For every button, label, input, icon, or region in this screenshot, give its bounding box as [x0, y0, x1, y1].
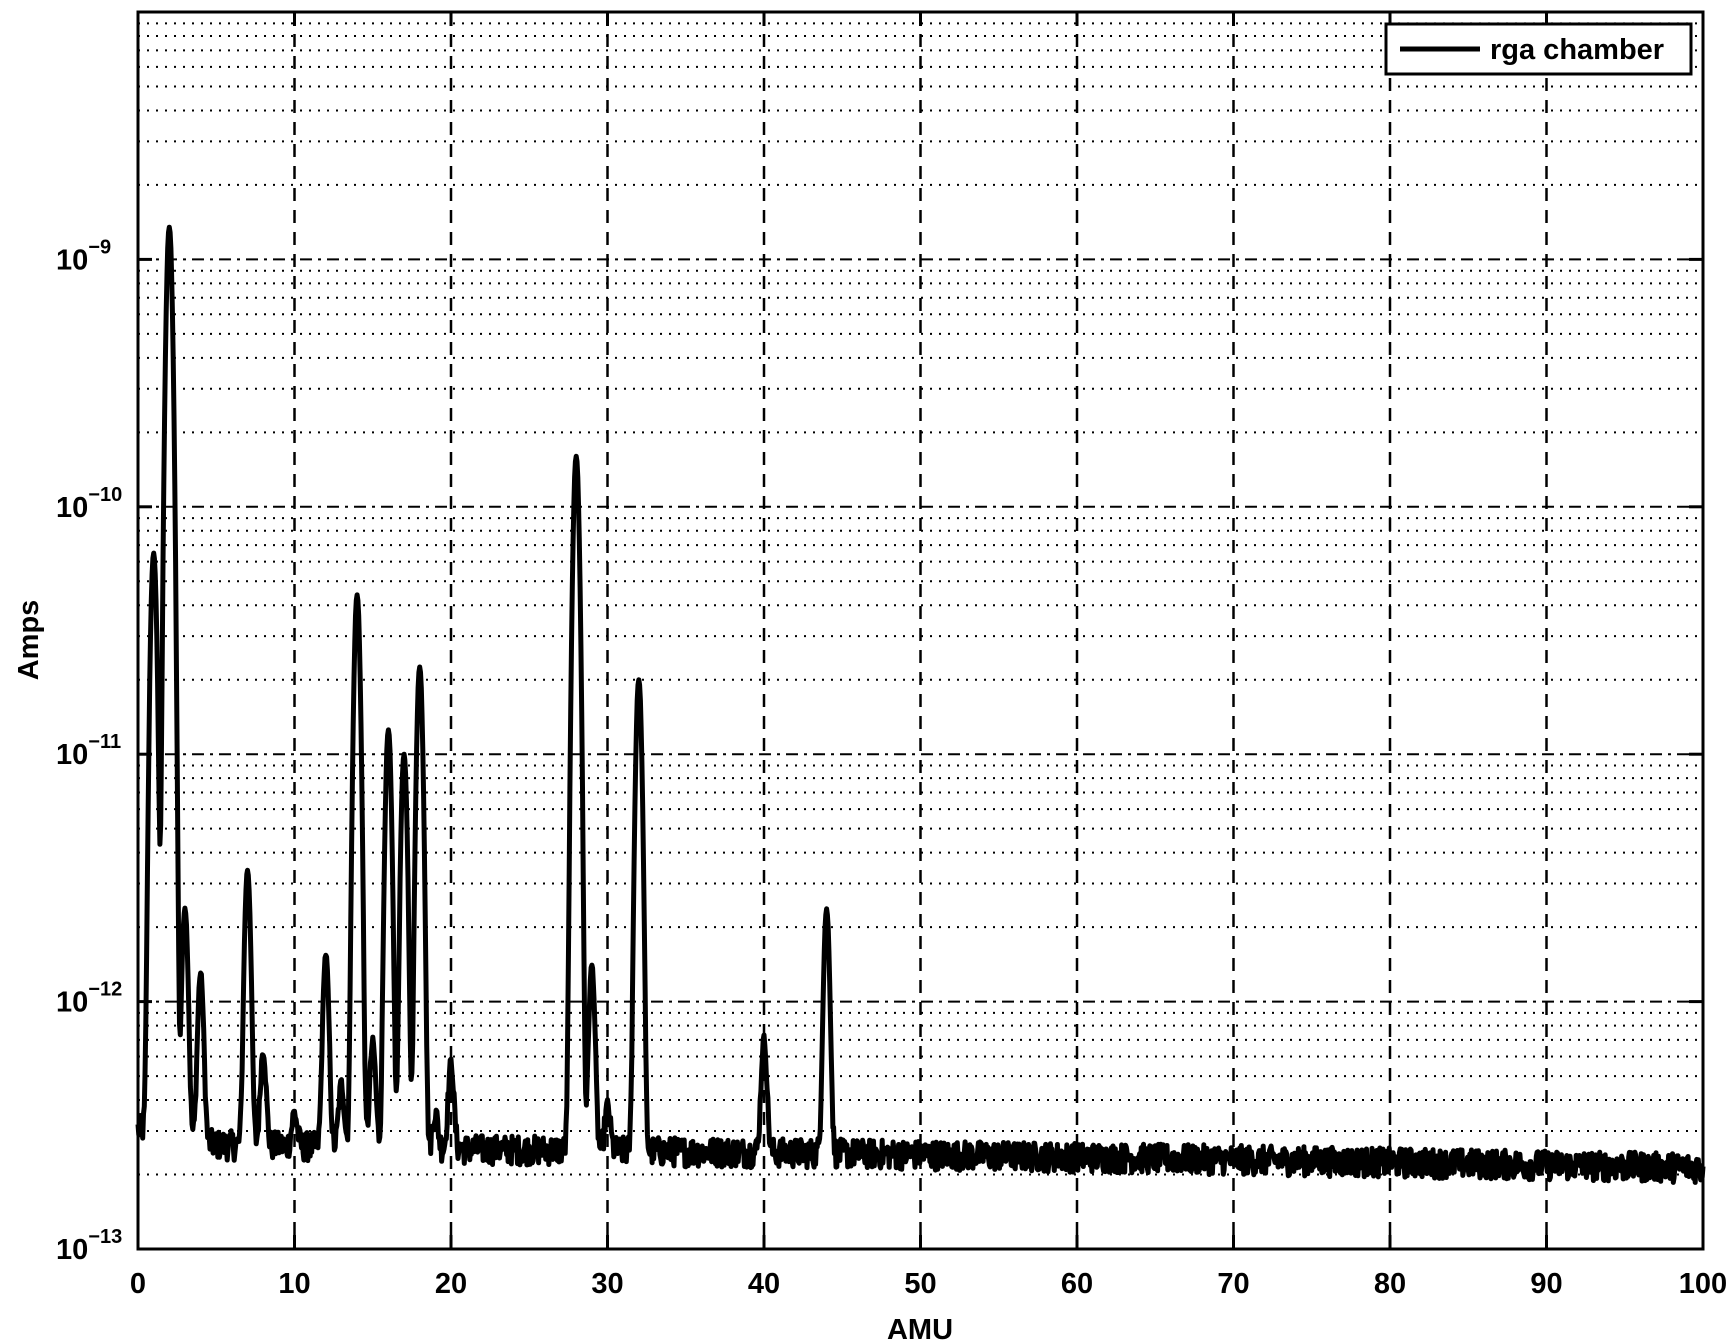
x-tick-labels: 0 10 20 30 40 50 60 70 80 90 100	[130, 1268, 1727, 1300]
x-tick-label: 60	[1061, 1268, 1093, 1300]
y-tick-labels: 10−13 10−12 10−11 10−10 10−9	[56, 236, 122, 1266]
series-rga-chamber	[135, 224, 1706, 1185]
x-tick-label: 10	[278, 1268, 310, 1300]
grid	[138, 12, 1703, 1249]
legend-entry-rga-chamber: rga chamber	[1490, 34, 1664, 66]
legend: rga chamber	[1384, 22, 1693, 76]
x-tick-label: 0	[130, 1268, 146, 1300]
y-tick-label: 10−11	[56, 731, 121, 771]
y-tick-label: 10−9	[56, 236, 111, 276]
x-tick-label: 40	[748, 1268, 780, 1300]
y-axis-label: Amps	[13, 600, 45, 681]
x-tick-label: 20	[435, 1268, 467, 1300]
axis-ticks	[136, 10, 1705, 1251]
series-line-rga-chamber	[135, 224, 1706, 1185]
y-tick-label: 10−12	[56, 979, 122, 1019]
x-tick-label: 90	[1530, 1268, 1562, 1300]
x-tick-label: 30	[591, 1268, 623, 1300]
x-tick-label: 50	[904, 1268, 936, 1300]
legend-box	[1384, 22, 1693, 76]
y-tick-label: 10−10	[56, 484, 122, 524]
y-tick-label: 10−13	[56, 1226, 122, 1266]
x-tick-label: 80	[1374, 1268, 1406, 1300]
x-tick-label: 70	[1217, 1268, 1249, 1300]
x-axis-label: AMU	[887, 1314, 953, 1343]
x-tick-label: 100	[1679, 1268, 1727, 1300]
